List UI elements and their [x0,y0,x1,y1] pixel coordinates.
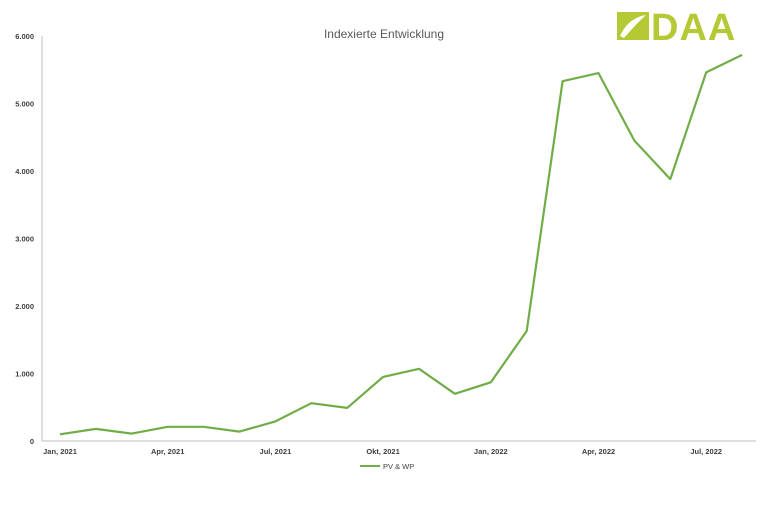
y-axis: 0 1.000 2.000 3.000 4.000 5.000 6.000 [15,32,43,446]
x-tick-label: Apr, 2022 [582,447,615,456]
legend: PV & WP [360,462,414,471]
x-tick-label: Jul, 2021 [260,447,292,456]
y-tick-label: 5.000 [15,100,34,109]
x-tick-label: Okt, 2021 [366,447,399,456]
x-tick-label: Jul, 2022 [690,447,722,456]
y-tick-label: 0 [30,437,34,446]
y-tick-label: 3.000 [15,235,34,244]
logo-text: DAA [651,7,736,49]
x-axis: Jan, 2021 Apr, 2021 Jul, 2021 Okt, 2021 Jan,… [42,440,756,456]
y-tick-label: 6.000 [15,32,34,41]
series-group [59,53,743,436]
logo: DAA [617,7,736,49]
y-tick-label: 4.000 [15,167,34,176]
x-tick-label: Jan, 2021 [43,447,77,456]
series-line [59,53,743,436]
chart-title: Indexierte Entwicklung [324,27,444,41]
x-tick-label: Apr, 2021 [151,447,184,456]
legend-label: PV & WP [383,462,414,471]
y-tick-label: 1.000 [15,370,34,379]
logo-leaf-cut [620,15,646,38]
x-tick-label: Jan, 2022 [474,447,508,456]
y-tick-label: 2.000 [15,302,34,311]
